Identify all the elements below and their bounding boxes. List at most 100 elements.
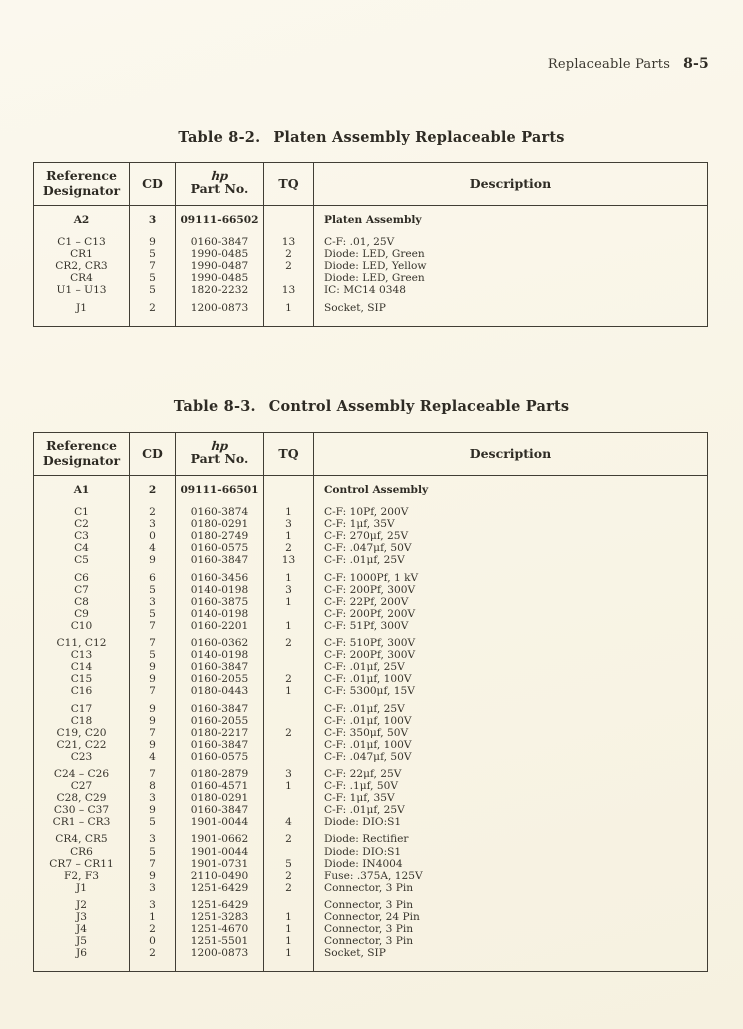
table-cell: U1 – U13: [33, 284, 130, 297]
table-row: C16 7 0180-0443 1 C-F: 5300μf, 15V: [33, 685, 708, 698]
table-cell: C-F: 1000Pf, 1 kV: [324, 571, 419, 584]
table-row: CR1 5 1990-0485 2 Diode: LED, Green: [33, 248, 708, 261]
table-cell: [263, 607, 314, 620]
table-cell: 3: [263, 518, 314, 531]
table-cell: Diode: LED, Yellow: [324, 260, 427, 273]
table-cell: 3: [129, 205, 176, 232]
table-cell: 5: [263, 857, 314, 870]
table-cell: C1: [33, 501, 130, 519]
table-cell: C-F: 200Pf, 200V: [324, 607, 416, 620]
table-cell: Diode: LED, Green: [324, 272, 425, 285]
table-cell: C-F: .01μf, 25V: [324, 661, 405, 674]
table-cell: 1820-2232: [175, 284, 264, 297]
table-cell: 2: [129, 296, 176, 327]
table-cell: 9: [129, 231, 176, 249]
table-cell: 1: [263, 530, 314, 543]
table-cell: 13: [263, 231, 314, 249]
table-cell: 0160-3456: [175, 566, 264, 584]
table-row: C8 3 0160-3875 1 C-F: 22Pf, 200V: [33, 595, 708, 608]
hp-logo: hp: [210, 169, 229, 184]
table-cell: C-F: 22Pf, 200V: [324, 595, 409, 608]
table-cell: 0160-3875: [175, 595, 264, 608]
table-cell: 1251-3283: [175, 911, 264, 924]
table-cell: Platen Assembly: [324, 214, 422, 226]
table-cell: 9: [129, 714, 176, 727]
table-cell: C7: [33, 583, 130, 596]
table-cell: 3: [129, 881, 176, 894]
table-cell: C6: [33, 566, 130, 584]
column-header-part-no: hp Part No.: [175, 432, 264, 476]
header-row: Reference Designator CD hp Part No. TQ Descrip…: [33, 162, 708, 206]
table-cell: [263, 893, 314, 911]
table-cell: C21, C22: [33, 738, 130, 751]
table-cell: 09111-66502: [175, 205, 264, 232]
column-header-description: Description: [313, 162, 708, 206]
table-cell: C-F: 51Pf, 300V: [324, 619, 409, 632]
table-cell: 2: [263, 673, 314, 686]
table-cell: 3: [263, 762, 314, 781]
table-cell: C-F: 200Pf, 300V: [324, 583, 416, 596]
table-cell: C-F: 1μf, 35V: [324, 792, 395, 805]
table-cell: 0180-2749: [175, 530, 264, 543]
table-cell: C-F: .01μf, 25V: [324, 702, 405, 715]
table-cell: 0140-0198: [175, 607, 264, 620]
table-cell: [263, 649, 314, 662]
table-cell: CR6: [33, 845, 130, 858]
table-cell: Diode: Rectifier: [324, 833, 409, 846]
table-cell: J1: [33, 296, 130, 327]
table-cell: 0160-3847: [175, 804, 264, 817]
table-cell: C-F: 22μf, 25V: [324, 767, 402, 780]
table-cell: 2: [129, 947, 176, 972]
table-cell: 1: [263, 947, 314, 972]
table-cell: 6: [129, 566, 176, 584]
table-cell: 0160-4571: [175, 780, 264, 793]
table-cell: Diode: LED, Green: [324, 248, 425, 261]
table-cell: 4: [263, 816, 314, 829]
table-cell: 7: [129, 685, 176, 698]
platen-parts-table: Reference Designator CD hp Part No. TQ Descrip…: [33, 162, 708, 327]
table-cell: 0: [129, 530, 176, 543]
table-cell: C-F: 5300μf, 15V: [324, 685, 415, 698]
table-cell: [263, 697, 314, 715]
table-cell: 13: [263, 554, 314, 567]
table-row: CR1 – CR3 5 1901-0044 4 Diode: DIO:S1: [33, 816, 708, 829]
table-row: C17 9 0160-3847 C-F: .01μf, 25V: [33, 697, 708, 715]
table-row: CR4, CR5 3 1901-0662 2 Diode: Rectifier: [33, 828, 708, 846]
table-cell: 2: [263, 632, 314, 650]
column-header-tq: TQ: [263, 162, 314, 206]
table-cell: 5: [129, 845, 176, 858]
running-head: Replaceable Parts 8-5: [548, 56, 709, 72]
table-cell: C-F: 350μf, 50V: [324, 726, 409, 739]
hp-logo: hp: [210, 439, 229, 454]
table-cell: 2: [129, 475, 176, 502]
table-row: J4 2 1251-4670 1 Connector, 3 Pin: [33, 923, 708, 936]
control-parts-table: Reference Designator CD hp Part No. TQ Descrip…: [33, 432, 708, 973]
table-cell: 9: [129, 697, 176, 715]
table-cell: 1901-0731: [175, 857, 264, 870]
table-cell: 3: [263, 583, 314, 596]
table-cell: [263, 750, 314, 763]
table-cell: 1: [263, 685, 314, 698]
table-cell: Connector, 3 Pin: [324, 881, 414, 894]
table-row: F2, F3 9 2110-0490 2 Fuse: .375A, 125V: [33, 869, 708, 882]
table-cell: 2: [129, 501, 176, 519]
table-row: C21, C22 9 0160-3847 C-F: .01μf, 100V: [33, 738, 708, 751]
table-cell: C-F: 510Pf, 300V: [324, 637, 416, 650]
table-cell: 3: [129, 828, 176, 846]
table-cell: 5: [129, 816, 176, 829]
table-row: C6 6 0160-3456 1 C-F: 1000Pf, 1 kV: [33, 566, 708, 584]
table-cell: Connector, 3 Pin: [324, 898, 414, 911]
table-row: C27 8 0160-4571 1 C-F: .1μf, 50V: [33, 780, 708, 793]
table-cell: 5: [129, 284, 176, 297]
table-cell: 0140-0198: [175, 649, 264, 662]
table-cell: 9: [129, 869, 176, 882]
table-cell: 8: [129, 780, 176, 793]
table-row: A1 2 09111-66501 Control Assembly: [33, 475, 708, 502]
table-row: C7 5 0140-0198 3 C-F: 200Pf, 300V: [33, 583, 708, 596]
table-cell: 7: [129, 632, 176, 650]
table-cell: Connector, 3 Pin: [324, 935, 414, 948]
table-cell: 1990-0487: [175, 260, 264, 273]
table-cell: 0160-3874: [175, 501, 264, 519]
table-row: C18 9 0160-2055 C-F: .01μf, 100V: [33, 714, 708, 727]
